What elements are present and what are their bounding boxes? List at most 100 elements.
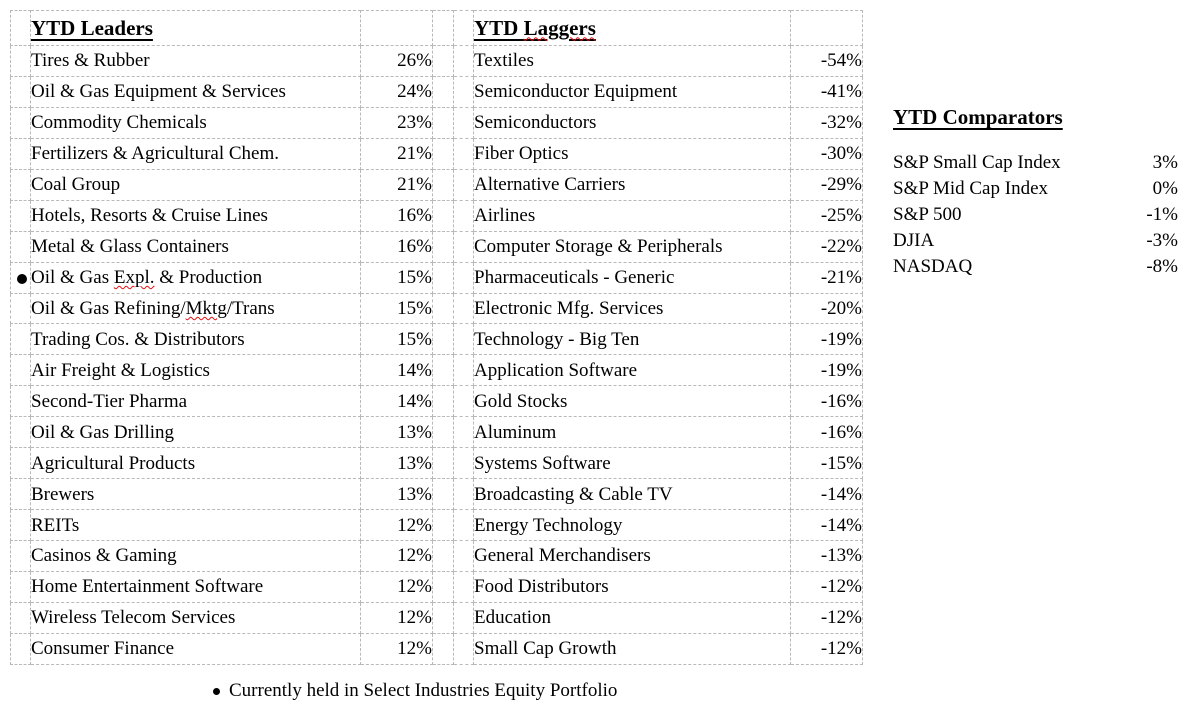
spacer-cell	[453, 447, 474, 480]
held-bullet-icon	[17, 273, 27, 284]
table-row: Brewers 13% Broadcasting & Cable TV -14%	[10, 478, 863, 511]
leader-name-cell: Home Entertainment Software	[30, 570, 361, 603]
leader-value-cell: 14%	[360, 385, 433, 418]
held-bullet-cell	[10, 199, 31, 232]
lagger-value-cell: -19%	[790, 354, 863, 387]
spacer-cell	[453, 168, 474, 201]
leader-value-cell: 13%	[360, 416, 433, 449]
leader-value-cell: 12%	[360, 540, 433, 572]
footnote: Currently held in Select Industries Equi…	[213, 680, 617, 702]
lagger-name-cell: Small Cap Growth	[473, 632, 791, 665]
table-row: Oil & Gas Drilling 13% Aluminum -16%	[10, 416, 863, 449]
leader-value-cell: 12%	[360, 509, 433, 541]
lagger-name-cell: Airlines	[473, 199, 791, 232]
leader-value-cell: 15%	[360, 261, 433, 294]
leader-name-cell: Casinos & Gaming	[30, 540, 361, 572]
comparator-name: S&P Mid Cap Index	[893, 178, 1048, 199]
table-header-row: YTD Leaders YTD Laggers	[10, 10, 863, 46]
table-row: Metal & Glass Containers 16% Computer Stor…	[10, 230, 863, 263]
lagger-value-cell: -29%	[790, 168, 863, 201]
spacer-cell	[432, 323, 454, 356]
spacer-cell	[432, 168, 454, 201]
comparator-value: -8%	[1146, 256, 1178, 277]
leader-name-cell: Agricultural Products	[30, 447, 361, 480]
held-bullet-cell	[10, 601, 31, 634]
leader-name-cell: Commodity Chemicals	[30, 106, 361, 139]
held-bullet-cell	[10, 354, 31, 387]
lagger-value-cell: -41%	[790, 75, 863, 108]
sector-table-body: YTD Leaders YTD Laggers Tires & Rubber 26…	[10, 10, 863, 665]
lagger-value-cell: -19%	[790, 323, 863, 356]
name-part: & Production	[154, 267, 263, 289]
spacer-cell	[432, 632, 454, 665]
comparator-name: NASDAQ	[893, 256, 973, 277]
comparators-section: YTD Comparators S&P Small Cap Index 3% S&P…	[893, 104, 1178, 280]
spacer-cell	[453, 230, 474, 263]
leader-value-cell: 26%	[360, 45, 433, 77]
spacer-cell	[453, 10, 474, 46]
sector-table: YTD Leaders YTD Laggers Tires & Rubber 26…	[10, 10, 863, 665]
held-bullet-cell	[10, 168, 31, 201]
spacer-cell	[453, 540, 474, 572]
leader-value-cell: 23%	[360, 106, 433, 139]
held-bullet-cell	[10, 632, 31, 665]
table-row: Second-Tier Pharma 14% Gold Stocks -16%	[10, 385, 863, 418]
leader-value-cell: 16%	[360, 230, 433, 263]
lagger-value-cell: -12%	[790, 570, 863, 603]
spacer-cell	[432, 478, 454, 511]
comparator-name: S&P 500	[893, 204, 962, 225]
lagger-value-cell: -12%	[790, 632, 863, 665]
spacer-cell	[453, 632, 474, 665]
lagger-name-cell: Education	[473, 601, 791, 634]
table-row: REITs 12% Energy Technology -14%	[10, 509, 863, 541]
comparator-row: DJIA -3%	[893, 228, 1178, 254]
name-part: Oil & Gas	[31, 267, 114, 289]
spacer-cell	[453, 509, 474, 541]
held-bullet-cell	[10, 478, 31, 511]
leader-name-cell: Air Freight & Logistics	[30, 354, 361, 387]
table-row: Commodity Chemicals 23% Semiconductors -32%	[10, 106, 863, 139]
lagger-value-cell: -13%	[790, 540, 863, 572]
lagger-name-cell: Electronic Mfg. Services	[473, 292, 791, 325]
lagger-name-cell: Application Software	[473, 354, 791, 387]
spacer-cell	[453, 292, 474, 325]
lagger-name-cell: Aluminum	[473, 416, 791, 449]
spacer-cell	[432, 447, 454, 480]
spacer-cell	[432, 601, 454, 634]
name-part: /Trans	[226, 297, 275, 319]
table-row: Casinos & Gaming 12% General Merchandisers…	[10, 540, 863, 572]
held-bullet-cell	[10, 447, 31, 480]
spacer-cell	[432, 106, 454, 139]
comparator-row: S&P Small Cap Index 3%	[893, 150, 1178, 176]
lagger-name-cell: Broadcasting & Cable TV	[473, 478, 791, 511]
held-bullet-cell	[10, 416, 31, 449]
misspelled-word: Expl.	[113, 267, 155, 289]
leader-value-cell: 14%	[360, 354, 433, 387]
comparator-value: 3%	[1152, 152, 1178, 173]
spacer-cell	[432, 199, 454, 232]
spacer-cell	[432, 261, 454, 294]
lagger-name-cell: Semiconductor Equipment	[473, 75, 791, 108]
table-row: Hotels, Resorts & Cruise Lines 16% Airline…	[10, 199, 863, 232]
spacer-cell	[453, 478, 474, 511]
spacer-cell	[432, 137, 454, 170]
comparator-value: -1%	[1146, 204, 1178, 225]
spacer-cell	[453, 261, 474, 294]
lagger-name-cell: Fiber Optics	[473, 137, 791, 170]
spacer-cell	[432, 416, 454, 449]
held-bullet-cell	[10, 323, 31, 356]
comparator-row: S&P 500 -1%	[893, 202, 1178, 228]
spacer-cell	[453, 199, 474, 232]
leader-value-cell: 15%	[360, 323, 433, 356]
leader-name-cell: Trading Cos. & Distributors	[30, 323, 361, 356]
leader-name-cell: Metal & Glass Containers	[30, 230, 361, 263]
table-row: Fertilizers & Agricultural Chem. 21% Fiber…	[10, 137, 863, 170]
table-row: Tires & Rubber 26% Textiles -54%	[10, 45, 863, 77]
comparators-list: S&P Small Cap Index 3% S&P Mid Cap Index 0%…	[893, 150, 1178, 280]
leader-name-cell: Second-Tier Pharma	[30, 385, 361, 418]
spacer-cell	[432, 75, 454, 108]
lagger-name-cell: Pharmaceuticals - Generic	[473, 261, 791, 294]
misspelled-word: Laggers	[523, 15, 596, 40]
spacer-cell	[432, 354, 454, 387]
